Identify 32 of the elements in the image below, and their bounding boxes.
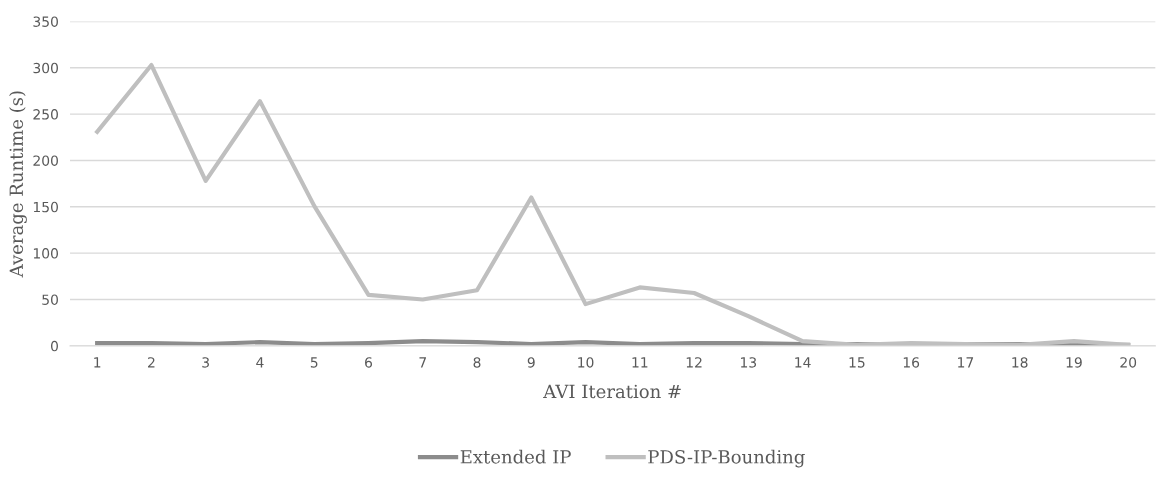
x-axis-title: AVI Iteration #	[543, 384, 681, 399]
x-tick-label: 10	[578, 357, 594, 368]
legend-label: PDS-IP-Bounding	[648, 449, 805, 468]
x-tick-label: 18	[1012, 357, 1028, 368]
x-tick-label: 4	[256, 357, 264, 368]
x-tick-label: 5	[310, 357, 318, 368]
x-tick-label: 2	[148, 357, 155, 368]
x-tick-label: 14	[795, 357, 811, 368]
y-tick-label: 50	[42, 294, 58, 305]
y-tick-label: 200	[33, 155, 58, 166]
x-tick-label: 9	[527, 357, 535, 368]
x-tick-label: 11	[632, 357, 648, 368]
y-axis-title: Average Runtime (s)	[9, 91, 27, 278]
x-tick-label: 16	[903, 357, 920, 368]
y-tick-label: 150	[33, 201, 58, 213]
y-tick-label: 0	[50, 340, 58, 352]
x-tick-label: 1	[94, 357, 101, 368]
x-tick-label: 17	[958, 357, 974, 368]
x-tick-label: 20	[1120, 357, 1137, 368]
y-tick-label: 250	[33, 109, 58, 120]
x-tick-label: 3	[202, 357, 209, 368]
x-tick-label: 6	[365, 357, 373, 368]
y-tick-label: 350	[33, 16, 58, 27]
x-tick-label: 19	[1066, 357, 1082, 368]
y-tick-label: 100	[33, 248, 58, 259]
x-tick-label: 12	[686, 357, 702, 368]
x-tick-label: 8	[473, 357, 481, 368]
x-tick-label: 15	[849, 357, 865, 368]
legend-label: Extended IP	[460, 449, 571, 464]
x-tick-label: 13	[741, 357, 757, 368]
y-tick-label: 300	[33, 62, 58, 74]
x-tick-label: 7	[419, 357, 426, 368]
